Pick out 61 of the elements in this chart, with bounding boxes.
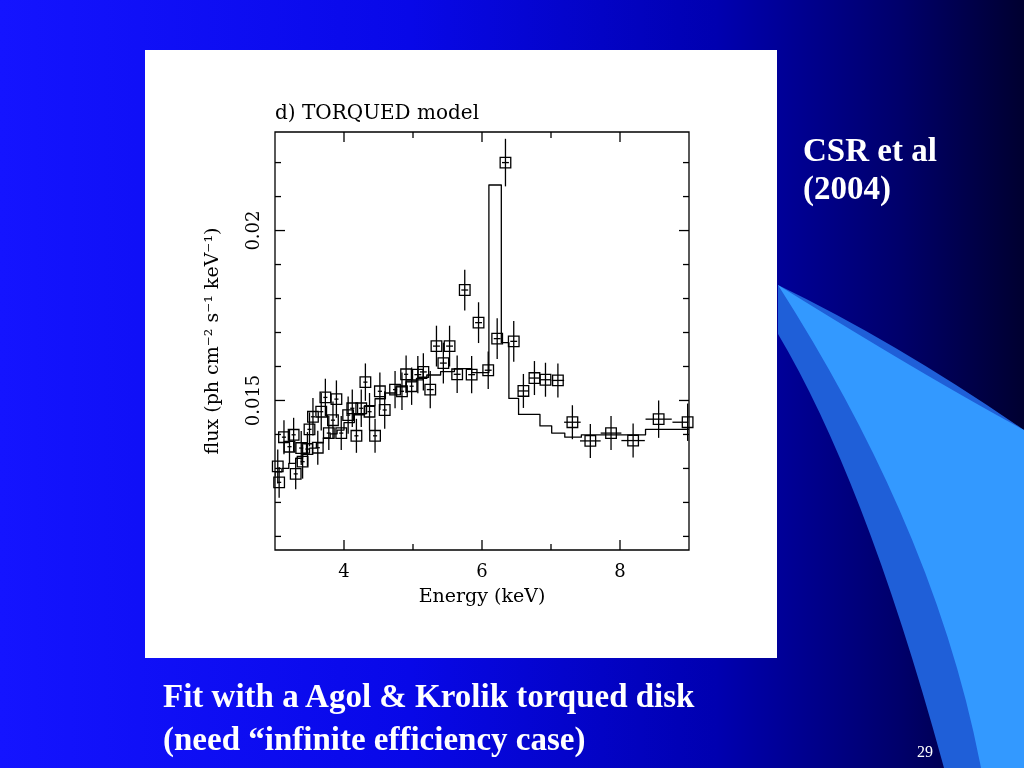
point <box>605 427 617 440</box>
point <box>283 440 296 453</box>
point <box>373 385 386 398</box>
point <box>584 434 597 447</box>
point <box>566 416 579 429</box>
y-tick-label: 0.015 <box>241 374 263 427</box>
point <box>342 409 355 422</box>
point <box>517 385 530 397</box>
point <box>346 402 359 415</box>
point <box>396 385 408 398</box>
point <box>405 380 418 393</box>
point <box>491 332 504 345</box>
x-tick-label: 4 <box>338 560 350 582</box>
point <box>411 368 424 381</box>
point <box>350 429 363 442</box>
text: CSR et al (2004) <box>803 131 938 207</box>
point <box>465 368 478 381</box>
point <box>271 460 284 473</box>
point <box>472 316 485 329</box>
text: Fit with a Agol & Krolik torqued disk (need “infinite efficiency case) <box>163 677 696 759</box>
point <box>322 427 335 440</box>
point <box>303 423 316 436</box>
point <box>482 364 495 377</box>
point <box>458 284 471 296</box>
point <box>273 476 286 489</box>
point <box>289 467 302 480</box>
point <box>355 402 368 415</box>
point <box>499 156 512 169</box>
point <box>443 340 456 353</box>
point <box>451 368 464 381</box>
point <box>327 414 339 427</box>
point <box>369 429 381 442</box>
point <box>627 434 640 447</box>
point <box>652 413 665 426</box>
point <box>363 405 376 418</box>
y-axis-title: flux (ph cm⁻² s⁻¹ keV⁻¹) <box>200 227 223 455</box>
point <box>311 441 324 454</box>
point <box>378 404 391 416</box>
point <box>507 335 520 348</box>
x-tick-label: 8 <box>614 560 626 582</box>
point <box>424 383 437 396</box>
point <box>335 427 348 440</box>
x-tick-label: 6 <box>476 560 488 582</box>
point <box>389 383 402 396</box>
point <box>359 376 372 389</box>
point <box>295 442 308 454</box>
point <box>319 391 332 404</box>
point <box>681 416 694 429</box>
point <box>330 393 343 406</box>
point <box>430 340 443 353</box>
point <box>417 365 430 378</box>
chart-title: d) TORQUED model <box>275 100 480 125</box>
point <box>307 410 319 423</box>
point <box>315 405 328 418</box>
x-axis-title: Energy (keV) <box>418 583 546 606</box>
point <box>278 431 290 444</box>
point <box>287 428 300 441</box>
text: 29 <box>917 743 933 761</box>
point <box>437 357 450 370</box>
y-tick-label: 0.02 <box>241 210 263 251</box>
point <box>296 455 309 468</box>
